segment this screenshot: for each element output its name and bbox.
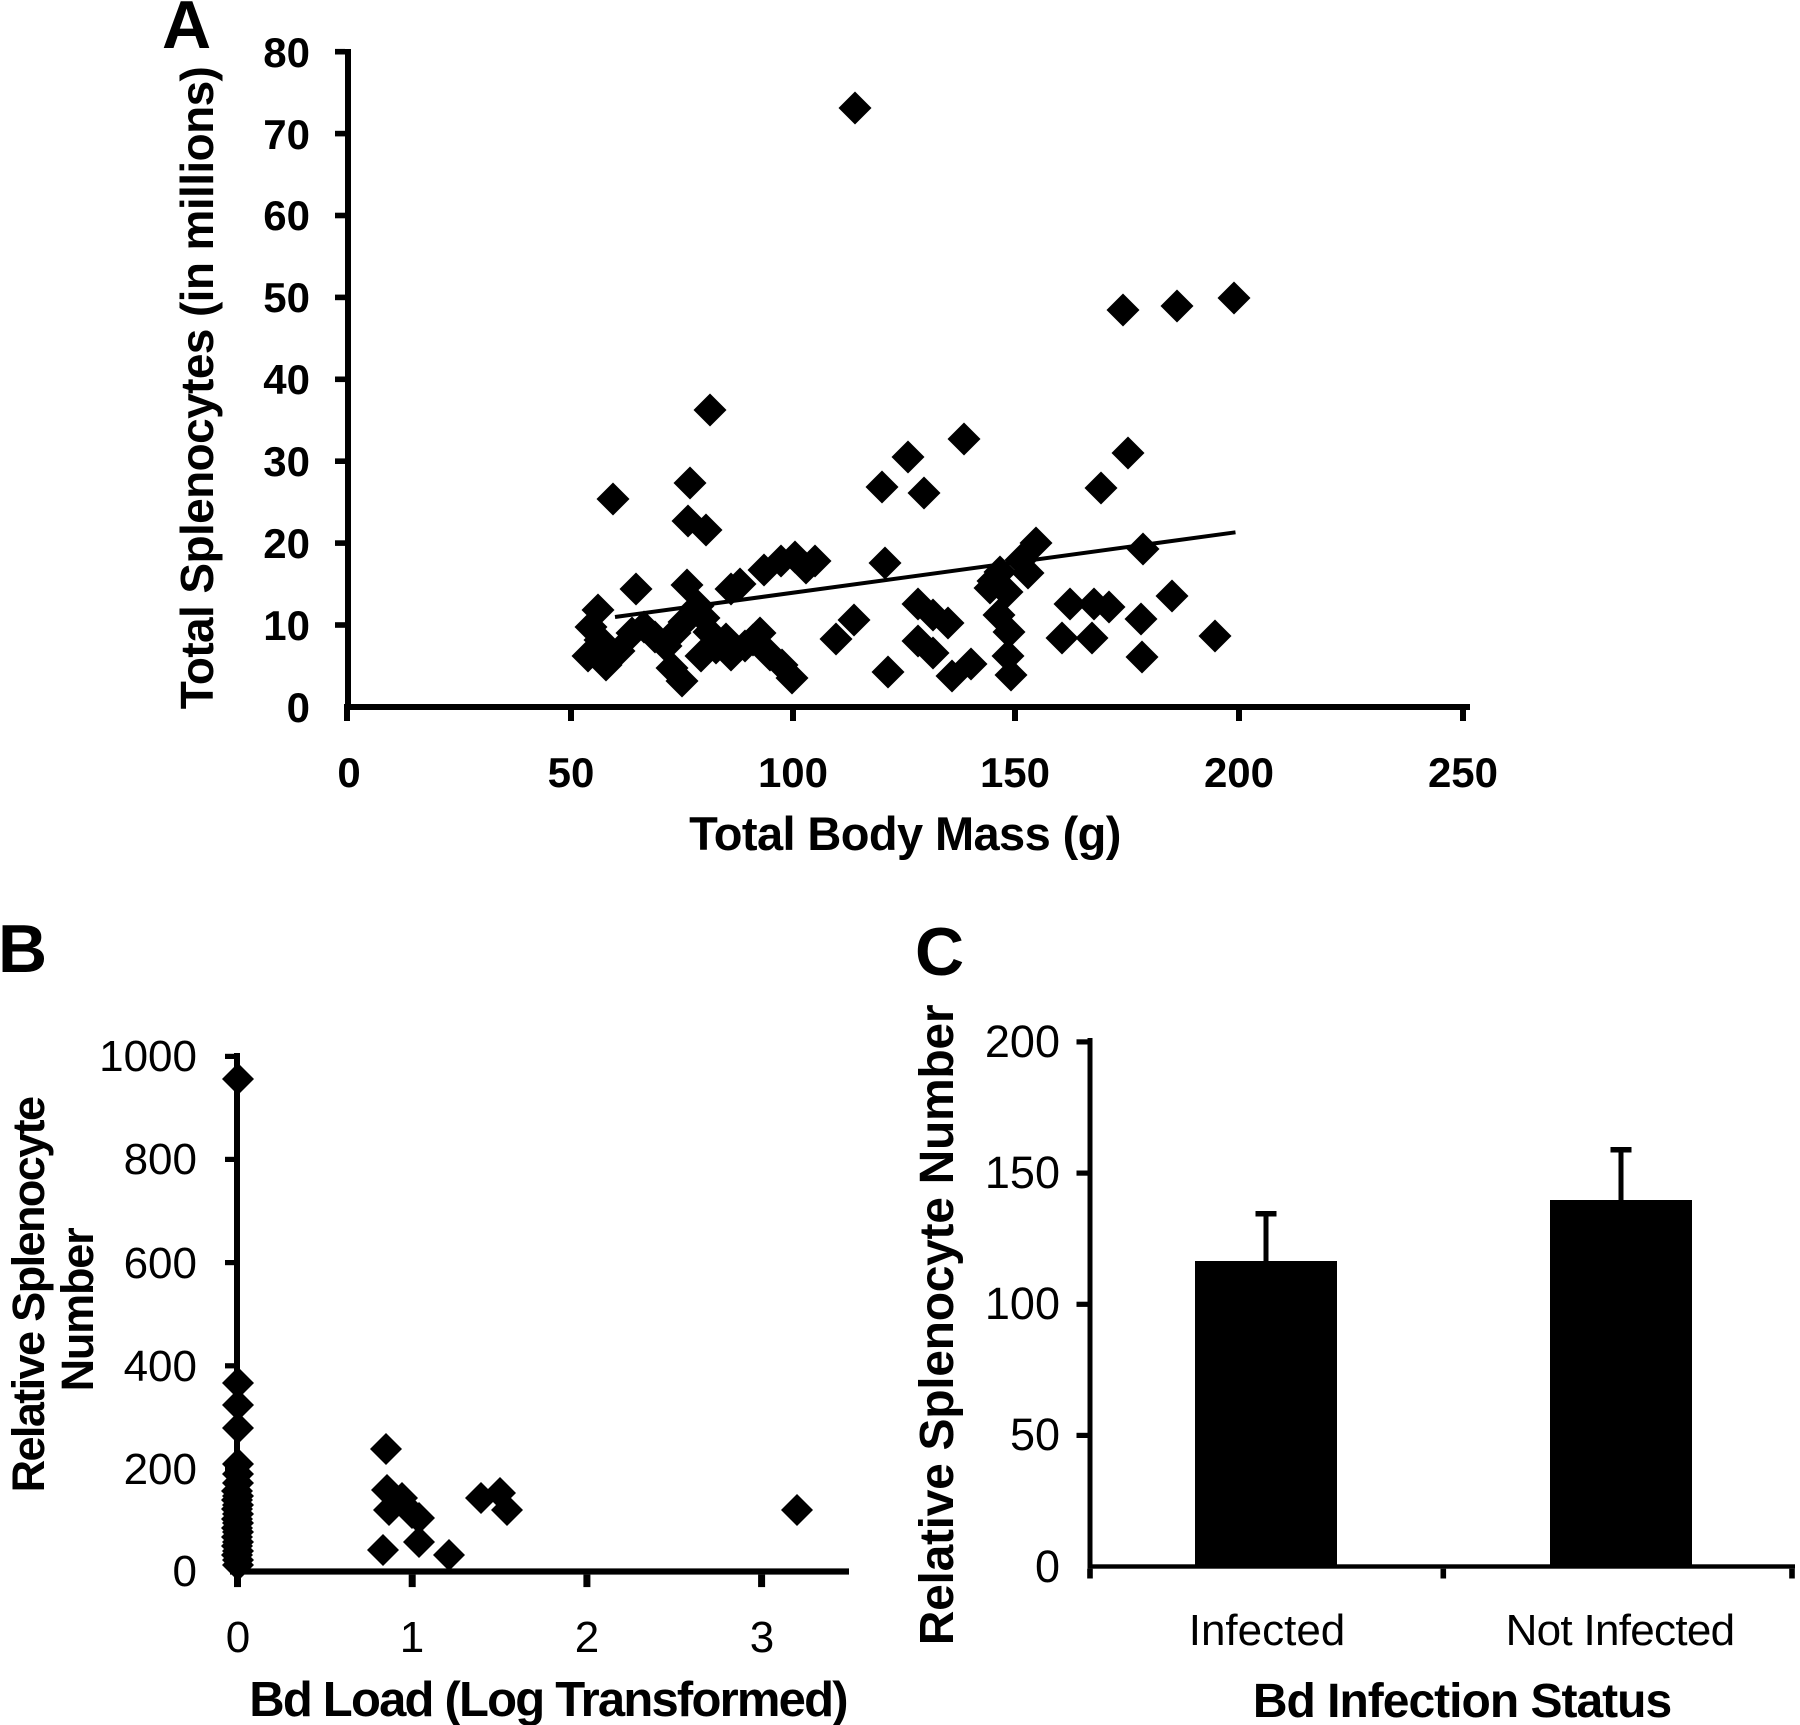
svg-text:0: 0 [173, 1547, 197, 1596]
svg-text:Total Body Mass (g): Total Body Mass (g) [689, 807, 1121, 860]
svg-text:150: 150 [980, 749, 1050, 796]
svg-text:20: 20 [263, 520, 310, 567]
svg-text:Total Splenocytes (in millions: Total Splenocytes (in millions) [171, 67, 223, 710]
svg-text:100: 100 [985, 1278, 1060, 1329]
svg-text:200: 200 [985, 1016, 1060, 1067]
svg-text:600: 600 [124, 1239, 197, 1288]
svg-text:1: 1 [400, 1613, 424, 1662]
svg-text:0: 0 [1035, 1541, 1060, 1592]
svg-text:Not Infected: Not Infected [1506, 1606, 1735, 1655]
svg-text:150: 150 [985, 1147, 1060, 1198]
svg-text:200: 200 [1204, 749, 1274, 796]
svg-text:2: 2 [575, 1613, 599, 1662]
svg-text:Relative Splenocyte Number: Relative Splenocyte Number [911, 1005, 964, 1645]
svg-text:60: 60 [263, 192, 310, 239]
svg-text:C: C [915, 914, 964, 990]
svg-text:200: 200 [124, 1445, 197, 1494]
svg-text:0: 0 [287, 684, 310, 731]
svg-text:Relative Splenocyte: Relative Splenocyte [3, 1097, 54, 1492]
svg-text:70: 70 [263, 111, 310, 158]
svg-text:400: 400 [124, 1342, 197, 1391]
svg-text:B: B [0, 911, 47, 987]
svg-text:50: 50 [263, 274, 310, 321]
svg-text:100: 100 [758, 749, 828, 796]
svg-text:1000: 1000 [99, 1032, 197, 1081]
svg-text:0: 0 [337, 749, 360, 796]
svg-text:40: 40 [263, 356, 310, 403]
svg-text:Number: Number [52, 1228, 103, 1392]
svg-text:0: 0 [226, 1613, 250, 1662]
svg-text:80: 80 [263, 29, 310, 76]
svg-text:A: A [162, 0, 211, 63]
svg-text:Bd Load (Log Transformed): Bd Load (Log Transformed) [249, 1673, 846, 1725]
svg-text:Bd Infection Status: Bd Infection Status [1253, 1675, 1671, 1725]
svg-text:30: 30 [263, 438, 310, 485]
svg-text:10: 10 [263, 602, 310, 649]
svg-text:Infected: Infected [1189, 1606, 1346, 1655]
svg-text:50: 50 [1010, 1409, 1060, 1460]
svg-text:50: 50 [548, 749, 595, 796]
svg-text:3: 3 [750, 1613, 774, 1662]
svg-text:800: 800 [124, 1135, 197, 1184]
svg-text:250: 250 [1428, 749, 1498, 796]
